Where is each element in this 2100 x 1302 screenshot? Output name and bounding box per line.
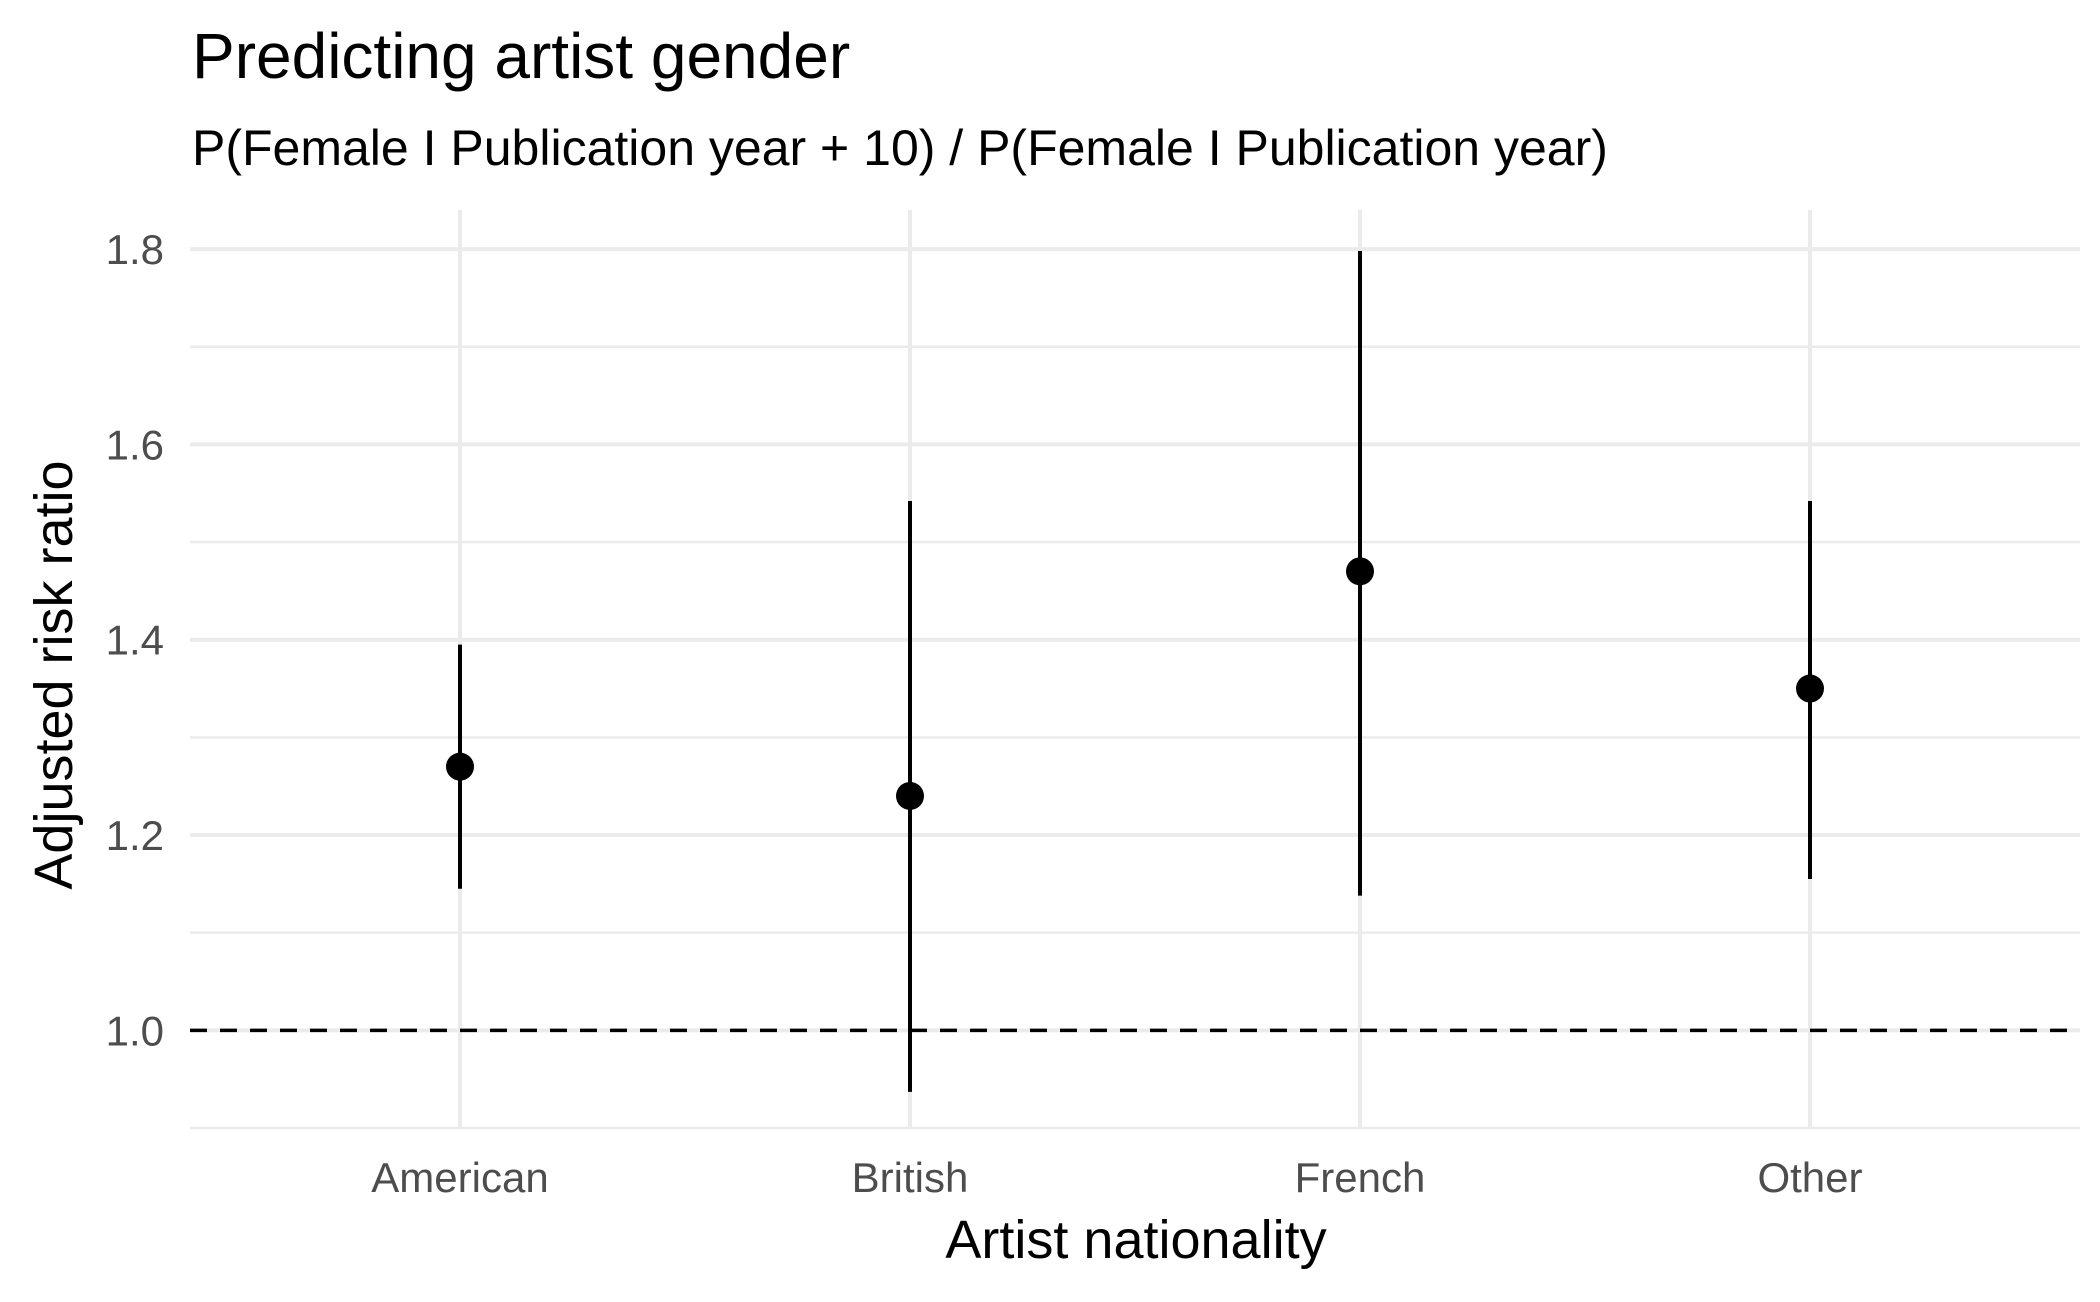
y-tick-label: 1.2 [106,812,164,859]
error-bar-layer [458,251,1812,1092]
x-tick-label: American [371,1154,548,1201]
tick-label-layer: 1.0 1.2 1.4 1.6 1.8 American British French Othe… [106,226,1863,1201]
estimate-point [1346,557,1374,586]
y-tick-label: 1.6 [106,421,164,468]
point-layer [446,557,1824,810]
chart-title: Predicting artist gender [192,20,850,92]
y-tick-label: 1.0 [106,1007,164,1054]
x-tick-label: Other [1757,1154,1862,1201]
x-axis-title: Artist nationality [945,1210,1326,1270]
estimate-point [896,781,924,810]
y-tick-label: 1.4 [106,617,164,664]
estimate-point [446,752,474,781]
chart-subtitle: P(Female I Publication year + 10) / P(Fe… [192,120,1608,176]
grid-layer [190,210,2080,1130]
x-tick-label: British [852,1154,969,1201]
y-tick-label: 1.8 [106,226,164,273]
x-tick-label: French [1295,1154,1426,1201]
y-axis-title: Adjusted risk ratio [24,460,84,889]
estimate-point [1796,674,1824,703]
